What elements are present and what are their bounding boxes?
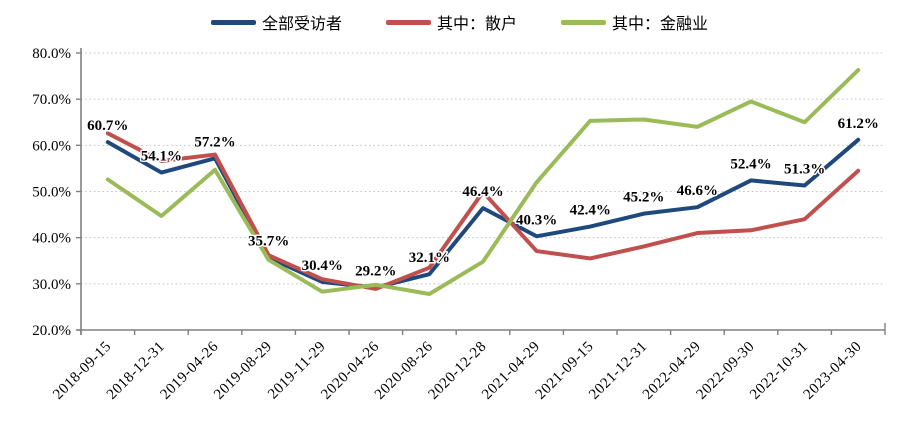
x-tick-label: 2023-04-30: [801, 339, 865, 403]
chart-legend: 全部受访者 其中：散户 其中：金融业: [0, 10, 919, 34]
y-tick-label: 50.0%: [32, 185, 71, 201]
legend-item-all-respondents: 全部受访者: [210, 10, 342, 34]
gridlines: [81, 52, 885, 285]
y-tick-labels: 20.0% 30.0% 40.0% 50.0% 60.0% 70.0% 80.0%: [32, 46, 71, 339]
data-label: 61.2%: [838, 116, 879, 132]
legend-line-finance-industry-icon: [561, 19, 606, 25]
y-tick-label: 40.0%: [32, 231, 71, 247]
series-line-finance-industry: [105, 68, 861, 296]
y-tick-label: 30.0%: [32, 277, 71, 293]
data-label: 46.4%: [462, 184, 503, 200]
y-tick-label: 70.0%: [32, 92, 71, 108]
data-label: 54.1%: [141, 149, 182, 165]
axes: [76, 48, 886, 335]
data-label: 52.4%: [730, 156, 771, 172]
legend-label-retail-investors: 其中：散户: [436, 16, 517, 33]
legend-line-retail-investors-icon: [385, 19, 431, 25]
y-tick-label: 80.0%: [32, 46, 71, 62]
legend-item-retail-investors: 其中：散户: [385, 10, 517, 34]
data-label: 57.2%: [194, 134, 235, 150]
data-label: 51.3%: [784, 161, 825, 177]
series-line-retail-investors: [105, 131, 861, 291]
data-label: 60.7%: [87, 118, 128, 134]
legend-item-finance-industry: 其中：金融业: [561, 10, 708, 34]
y-tick-label: 20.0%: [32, 323, 71, 339]
data-label: 40.3%: [516, 212, 557, 228]
data-label: 35.7%: [248, 234, 289, 250]
legend-label-all-respondents: 全部受访者: [261, 16, 342, 33]
data-label: 42.4%: [570, 203, 611, 219]
legend-line-all-respondents-icon: [210, 19, 256, 25]
data-label: 32.1%: [409, 250, 450, 266]
x-tick-labels: 2018-09-152018-12-312019-04-262019-08-29…: [50, 339, 865, 403]
data-label: 29.2%: [355, 264, 396, 280]
data-label: 30.4%: [302, 258, 343, 274]
data-label: 46.6%: [677, 183, 718, 199]
data-labels: 60.7% 54.1% 57.2% 35.7% 30.4% 29.2% 32.1% 46.4%…: [86, 114, 881, 281]
data-label: 45.2%: [623, 190, 664, 206]
y-tick-label: 60.0%: [32, 138, 71, 154]
legend-label-finance-industry: 其中：金融业: [612, 16, 709, 33]
